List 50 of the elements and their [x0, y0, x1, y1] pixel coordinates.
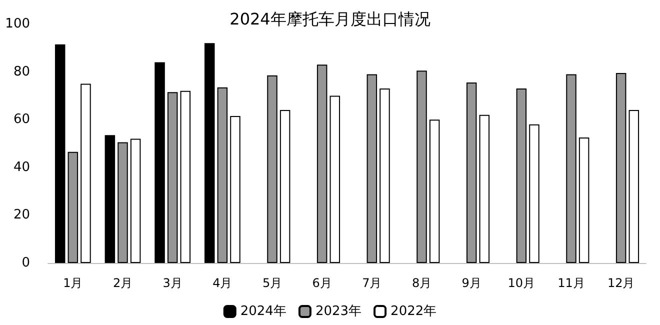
chart-title: 2024年摩托车月度出口情况 [230, 10, 430, 28]
bar [204, 43, 215, 263]
bar [280, 110, 290, 263]
x-tick-label: 5月 [262, 276, 282, 290]
x-tick-label: 11月 [558, 276, 585, 290]
x-tick-label: 8月 [412, 276, 432, 290]
bar [516, 88, 527, 263]
legend-label: 2023年 [315, 304, 362, 319]
x-tick-label: 3月 [162, 276, 182, 290]
bar [578, 138, 590, 263]
x-tick-label: 12月 [607, 276, 635, 290]
x-tick-label: 6月 [312, 276, 332, 290]
bar [466, 82, 477, 263]
bar [316, 64, 328, 263]
bar [230, 116, 240, 263]
x-tick-label: 7月 [362, 276, 382, 290]
bar [429, 120, 440, 263]
x-tick-label: 9月 [462, 276, 482, 290]
x-tick-label: 1月 [63, 276, 83, 290]
y-tick-label: 80 [13, 64, 30, 80]
bar [366, 74, 378, 263]
y-tick-label: 100 [5, 16, 30, 32]
bar [217, 87, 228, 263]
bar [68, 152, 78, 263]
legend-label: 2024年 [240, 304, 286, 319]
bar [479, 114, 490, 263]
bar [566, 74, 576, 263]
y-tick-label: 60 [13, 112, 30, 128]
legend-label: 2022年 [390, 304, 437, 319]
bar [380, 88, 390, 263]
bar [104, 135, 116, 263]
y-tick-label: 0 [22, 256, 30, 270]
bar [267, 75, 278, 263]
bar [154, 62, 165, 263]
bar [416, 70, 427, 263]
bar [80, 84, 91, 263]
x-tick-label: 2月 [112, 276, 133, 290]
x-tick-label: 4月 [212, 276, 232, 290]
bar [167, 92, 178, 263]
bar [130, 138, 141, 263]
x-tick-label: 10月 [508, 276, 536, 290]
bar [616, 72, 626, 263]
y-tick-label: 40 [13, 160, 30, 175]
bar [118, 142, 128, 263]
y-tick-label: 20 [13, 208, 30, 223]
bar [180, 90, 191, 263]
bar [330, 96, 340, 263]
bar [529, 124, 540, 263]
bar [628, 110, 640, 263]
bar [54, 44, 66, 263]
